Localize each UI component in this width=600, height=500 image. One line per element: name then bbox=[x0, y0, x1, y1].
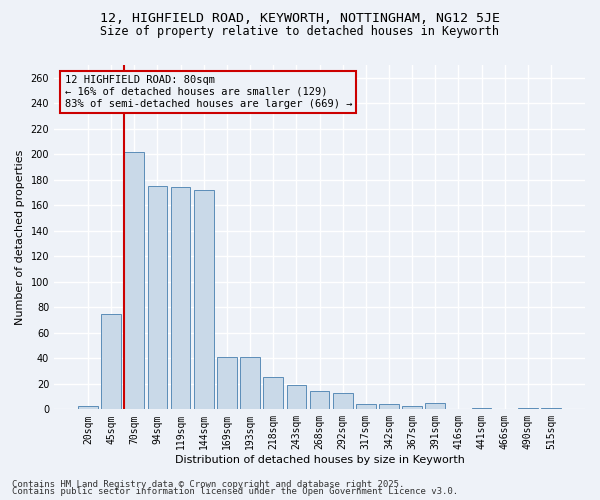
Bar bbox=[148, 186, 167, 410]
Bar bbox=[402, 406, 422, 409]
Bar bbox=[101, 314, 121, 410]
Bar bbox=[78, 406, 98, 409]
Bar bbox=[518, 408, 538, 410]
Bar bbox=[379, 404, 399, 409]
Bar bbox=[124, 152, 144, 410]
Bar bbox=[472, 408, 491, 410]
Bar bbox=[333, 393, 353, 409]
Text: 12, HIGHFIELD ROAD, KEYWORTH, NOTTINGHAM, NG12 5JE: 12, HIGHFIELD ROAD, KEYWORTH, NOTTINGHAM… bbox=[100, 12, 500, 26]
Bar bbox=[240, 357, 260, 410]
Bar bbox=[263, 378, 283, 410]
Bar bbox=[171, 188, 190, 410]
Bar bbox=[217, 357, 237, 410]
X-axis label: Distribution of detached houses by size in Keyworth: Distribution of detached houses by size … bbox=[175, 455, 464, 465]
Bar bbox=[356, 404, 376, 409]
Bar bbox=[541, 408, 561, 410]
Text: 12 HIGHFIELD ROAD: 80sqm
← 16% of detached houses are smaller (129)
83% of semi-: 12 HIGHFIELD ROAD: 80sqm ← 16% of detach… bbox=[65, 76, 352, 108]
Text: Contains public sector information licensed under the Open Government Licence v3: Contains public sector information licen… bbox=[12, 487, 458, 496]
Bar bbox=[425, 403, 445, 409]
Text: Contains HM Land Registry data © Crown copyright and database right 2025.: Contains HM Land Registry data © Crown c… bbox=[12, 480, 404, 489]
Bar bbox=[310, 392, 329, 409]
Y-axis label: Number of detached properties: Number of detached properties bbox=[15, 150, 25, 325]
Text: Size of property relative to detached houses in Keyworth: Size of property relative to detached ho… bbox=[101, 25, 499, 38]
Bar bbox=[287, 385, 306, 409]
Bar bbox=[194, 190, 214, 410]
